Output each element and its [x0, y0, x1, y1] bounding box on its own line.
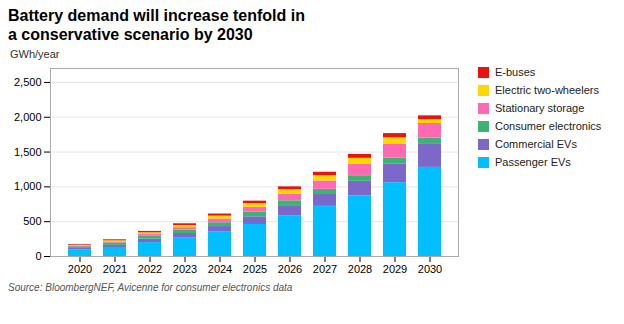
svg-text:1,000: 1,000 [14, 180, 42, 192]
html-text:Electric two-wheelers: Electric two-wheelers [495, 84, 599, 96]
svg-text:2,000: 2,000 [14, 111, 42, 123]
html-text:Commercial EVs: Commercial EVs [495, 138, 577, 150]
svg-text:1,500: 1,500 [14, 146, 42, 158]
svg-text:2,500: 2,500 [14, 76, 42, 88]
svg-text:2024: 2024 [208, 263, 232, 275]
html-text:GWh/year: GWh/year [10, 48, 60, 60]
svg-text:2027: 2027 [313, 263, 337, 275]
html-text:Source: BloombergNEF, Avicenne: Source: BloombergNEF, Avicenne for consu… [8, 282, 293, 293]
svg-text:2020: 2020 [68, 263, 92, 275]
svg-text:2022: 2022 [138, 263, 162, 275]
svg-text:2025: 2025 [243, 263, 267, 275]
svg-text:2026: 2026 [278, 263, 302, 275]
html-text:Stationary storage: Stationary storage [495, 102, 585, 114]
svg-text:2021: 2021 [103, 263, 127, 275]
svg-text:2028: 2028 [348, 263, 372, 275]
html-text:Passenger EVs: Passenger EVs [495, 156, 571, 168]
html-text:Battery demand will increase t: Battery demand will increase tenfold in … [8, 7, 305, 43]
svg-text:500: 500 [23, 215, 41, 227]
svg-text:2023: 2023 [173, 263, 197, 275]
svg-text:2029: 2029 [383, 263, 407, 275]
svg-text:2030: 2030 [418, 263, 442, 275]
html-text:E-buses: E-buses [495, 66, 536, 78]
svg-text:0: 0 [35, 250, 41, 262]
html-text:Consumer electronics: Consumer electronics [495, 120, 602, 132]
